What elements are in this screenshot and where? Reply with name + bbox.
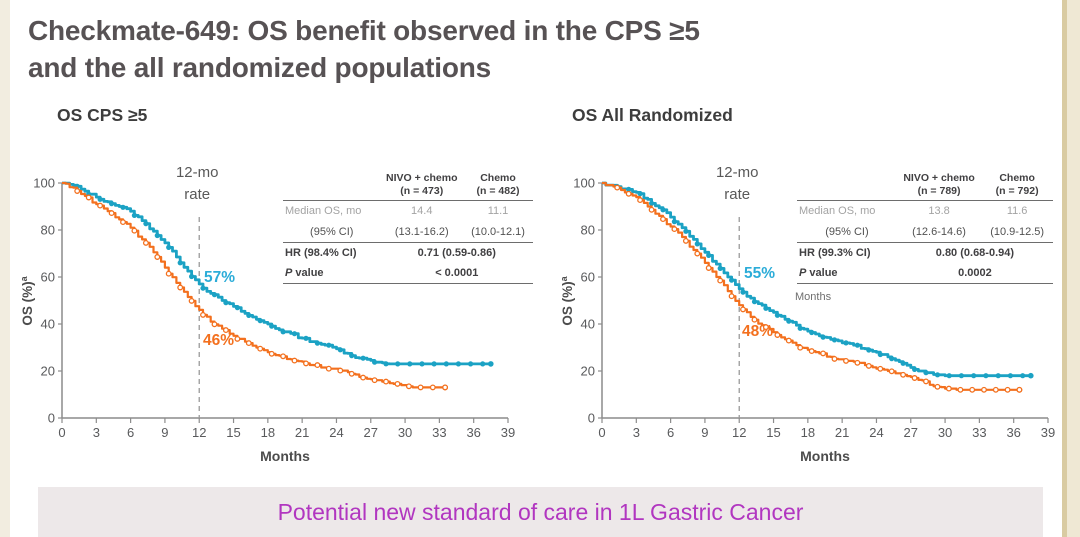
table-header-row: NIVO + chemo (n = 473) Chemo (n = 482) — [283, 172, 533, 201]
svg-text:30: 30 — [938, 425, 952, 440]
svg-text:12-mo: 12-mo — [716, 164, 759, 181]
svg-text:24: 24 — [329, 425, 343, 440]
table-row-ci: (95% CI) (13.1-16.2) (10.0-12.1) — [283, 221, 533, 243]
svg-text:3: 3 — [633, 425, 640, 440]
svg-text:46%: 46% — [203, 332, 234, 349]
svg-text:55%: 55% — [744, 265, 775, 282]
svg-text:6: 6 — [127, 425, 134, 440]
svg-text:0: 0 — [58, 425, 65, 440]
svg-text:18: 18 — [261, 425, 275, 440]
table-header-chemo: Chemo (n = 482) — [476, 172, 520, 197]
svg-text:36: 36 — [1006, 425, 1020, 440]
slide-edge-left — [0, 0, 10, 537]
svg-text:6: 6 — [667, 425, 674, 440]
svg-text:18: 18 — [801, 425, 815, 440]
svg-text:20: 20 — [41, 364, 55, 379]
svg-text:Months: Months — [795, 291, 832, 303]
svg-text:100: 100 — [573, 176, 595, 191]
table-row-pvalue: P value 0.0002 — [797, 263, 1053, 284]
chart-subtitle-all-randomized: OS All Randomized — [572, 105, 733, 125]
table-row-hr: HR (99.3% CI) 0.80 (0.68-0.94) — [799, 247, 1015, 259]
table-header-chemo: Chemo (n = 792) — [995, 172, 1039, 197]
slide-title-line2: and the all randomized populations — [28, 52, 492, 83]
svg-text:9: 9 — [701, 425, 708, 440]
svg-text:40: 40 — [41, 317, 55, 332]
svg-text:36: 36 — [466, 425, 480, 440]
km-chart-all-randomized: 0 3 6 9 12 15 18 21 24 27 30 33 36 39020406080100Mont… — [560, 164, 1055, 464]
svg-text:rate: rate — [724, 186, 750, 203]
table-header-nivo: NIVO + chemo (n = 789) — [903, 172, 975, 197]
slide-title-line1: Checkmate-649: OS benefit observed in th… — [28, 15, 700, 46]
svg-text:40: 40 — [581, 317, 595, 332]
chart-subtitle-cps5: OS CPS ≥5 — [57, 105, 148, 125]
svg-text:0: 0 — [598, 425, 605, 440]
svg-text:57%: 57% — [204, 269, 235, 286]
table-header-nivo: NIVO + chemo (n = 473) — [386, 172, 458, 197]
table-row-pvalue: P value < 0.0001 — [283, 263, 533, 284]
stats-table-cps5: NIVO + chemo (n = 473) Chemo (n = 482) M… — [283, 172, 533, 284]
svg-text:21: 21 — [835, 425, 849, 440]
svg-text:27: 27 — [364, 425, 378, 440]
conclusion-banner-text: Potential new standard of care in 1L Gas… — [277, 498, 804, 525]
km-chart-cps5: 0 3 6 9 12 15 18 21 24 27 30 33 36 39020406080100Mont… — [20, 164, 515, 464]
svg-text:27: 27 — [904, 425, 918, 440]
table-row-median: Median OS, mo 13.8 11.6 — [799, 205, 1028, 217]
stats-table-all-randomized: NIVO + chemo (n = 789) Chemo (n = 792) M… — [797, 172, 1053, 284]
svg-text:OS (%)a: OS (%)a — [560, 275, 575, 325]
svg-text:48%: 48% — [742, 323, 773, 340]
svg-text:0: 0 — [48, 411, 55, 426]
svg-text:3: 3 — [93, 425, 100, 440]
table-row-median: Median OS, mo 14.4 11.1 — [285, 205, 509, 217]
svg-text:60: 60 — [581, 270, 595, 285]
svg-text:21: 21 — [295, 425, 309, 440]
svg-text:Months: Months — [800, 448, 850, 464]
svg-text:30: 30 — [398, 425, 412, 440]
svg-text:33: 33 — [432, 425, 446, 440]
svg-text:80: 80 — [581, 223, 595, 238]
table-header-row: NIVO + chemo (n = 789) Chemo (n = 792) — [797, 172, 1053, 201]
svg-text:60: 60 — [41, 270, 55, 285]
svg-text:80: 80 — [41, 223, 55, 238]
svg-text:0: 0 — [588, 411, 595, 426]
panel-os-cps5: OS CPS ≥5 0 3 6 9 12 15 18 21 24 27 30 33 36 39 0 20 40 6… — [20, 100, 540, 495]
svg-text:20: 20 — [581, 364, 595, 379]
svg-text:12: 12 — [192, 425, 206, 440]
svg-text:100: 100 — [33, 176, 55, 191]
svg-text:9: 9 — [161, 425, 168, 440]
svg-text:39: 39 — [501, 425, 515, 440]
svg-text:15: 15 — [766, 425, 780, 440]
svg-text:24: 24 — [869, 425, 883, 440]
conclusion-banner: Potential new standard of care in 1L Gas… — [38, 487, 1043, 537]
svg-text:33: 33 — [972, 425, 986, 440]
svg-text:12-mo: 12-mo — [176, 164, 219, 181]
panel-os-all-randomized: OS All Randomized 0 3 6 9 12 15 18 21 24 27 30 33 36… — [560, 100, 1080, 495]
svg-text:Months: Months — [260, 448, 310, 464]
svg-text:15: 15 — [226, 425, 240, 440]
svg-text:39: 39 — [1041, 425, 1055, 440]
slide-edge-right — [1067, 0, 1080, 537]
svg-text:rate: rate — [184, 186, 210, 203]
slide-edge-right-line — [1062, 0, 1067, 537]
slide-title: Checkmate-649: OS benefit observed in th… — [28, 12, 1028, 86]
svg-text:OS (%)a: OS (%)a — [20, 275, 35, 325]
table-row-ci: (95% CI) (12.6-14.6) (10.9-12.5) — [797, 221, 1053, 243]
svg-text:12: 12 — [732, 425, 746, 440]
table-row-hr: HR (98.4% CI) 0.71 (0.59-0.86) — [285, 247, 496, 259]
